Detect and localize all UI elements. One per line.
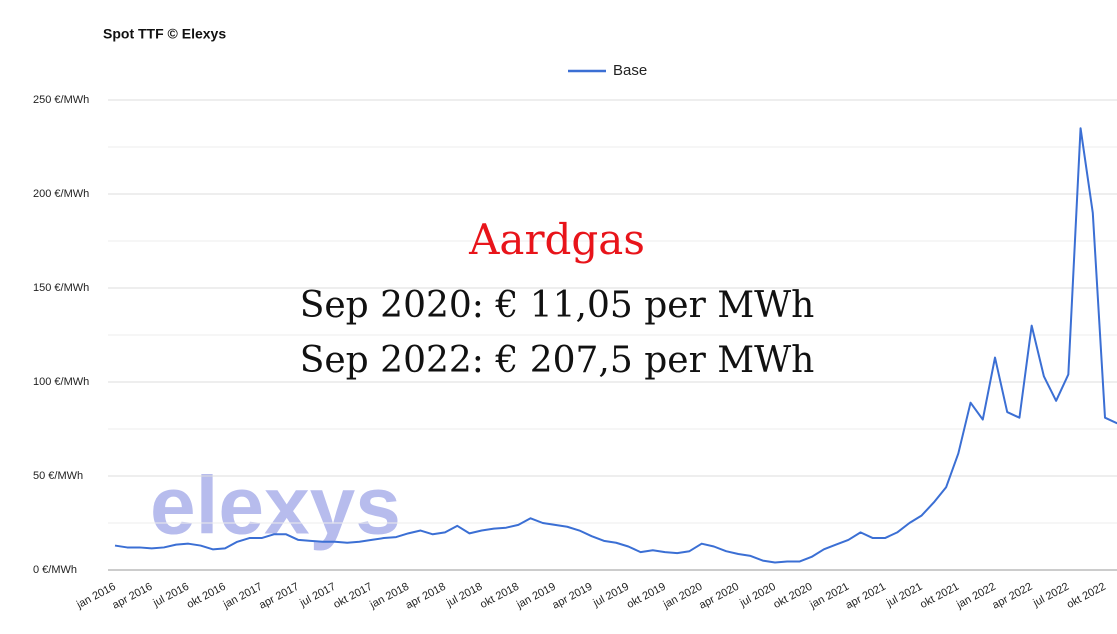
annotation: Sep 2022: € 207,5 per MWh: [300, 340, 815, 381]
x-tick-label: apr 2018: [404, 581, 448, 612]
x-tick-label: okt 2020: [772, 581, 815, 611]
x-tick-label: jul 2021: [884, 581, 925, 610]
x-tick-label: apr 2019: [550, 581, 594, 612]
annotation: Sep 2020: € 11,05 per MWh: [300, 285, 815, 326]
x-tick-label: jul 2016: [151, 581, 192, 610]
chart-title: Spot TTF © Elexys: [103, 26, 226, 42]
y-tick-label: 150 €/MWh: [33, 282, 89, 294]
x-tick-label: jan 2019: [514, 581, 558, 612]
x-tick-label: okt 2019: [625, 581, 668, 611]
x-tick-label: apr 2022: [990, 581, 1034, 612]
watermark: elexys: [150, 461, 401, 552]
x-tick-label: jul 2019: [591, 581, 632, 610]
x-tick-label: jul 2017: [297, 581, 338, 610]
annotation: Aardgas: [468, 215, 645, 264]
data-line: [114, 127, 1117, 564]
x-tick-label: jul 2022: [1031, 581, 1072, 610]
x-tick-label: apr 2017: [257, 581, 301, 612]
y-tick-label: 0 €/MWh: [33, 564, 77, 576]
x-tick-label: jan 2020: [661, 581, 705, 612]
x-tick-label: apr 2021: [844, 581, 888, 612]
x-tick-label: apr 2016: [110, 581, 154, 612]
y-tick-label: 200 €/MWh: [33, 188, 89, 200]
x-tick-label: apr 2020: [697, 581, 741, 612]
y-tick-label: 250 €/MWh: [33, 94, 89, 106]
x-tick-label: jul 2018: [444, 581, 485, 610]
x-tick-label: okt 2017: [332, 581, 375, 611]
x-tick-label: okt 2021: [918, 581, 961, 611]
x-tick-label: jan 2016: [74, 581, 118, 612]
x-tick-label: jan 2018: [367, 581, 411, 612]
legend-label: Base: [613, 62, 647, 79]
x-tick-label: jan 2022: [954, 581, 998, 612]
x-tick-label: okt 2016: [185, 581, 228, 611]
x-tick-label: jul 2020: [737, 581, 778, 610]
x-tick-label: jan 2017: [221, 581, 265, 612]
x-tick-label: jan 2021: [807, 581, 851, 612]
x-tick-label: okt 2022: [1065, 581, 1108, 611]
y-tick-label: 50 €/MWh: [33, 470, 83, 482]
y-tick-label: 100 €/MWh: [33, 376, 89, 388]
x-tick-label: okt 2018: [478, 581, 521, 611]
